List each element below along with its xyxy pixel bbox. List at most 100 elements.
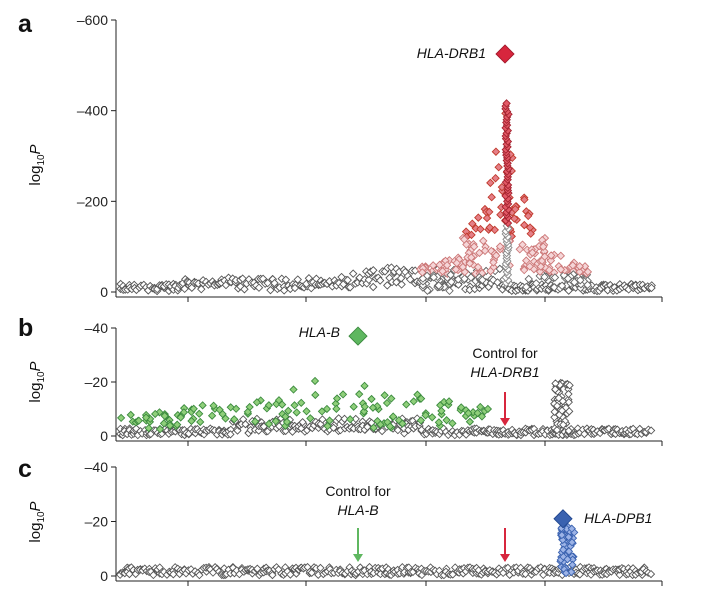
- snp-point: [195, 409, 204, 418]
- snp-point: [469, 242, 479, 251]
- snp-point: [369, 423, 378, 432]
- snp-point: [486, 178, 495, 188]
- snp-point: [428, 413, 437, 422]
- panel-a-points: [116, 44, 656, 296]
- snp-point: [417, 394, 426, 403]
- snp-point: [364, 275, 374, 285]
- snp-point: [551, 385, 560, 394]
- snp-point: [254, 283, 264, 292]
- svg-text:log10P: log10P: [27, 501, 47, 542]
- snp-point: [561, 568, 571, 578]
- snp-point: [539, 242, 548, 251]
- snp-point: [442, 260, 452, 270]
- snp-point: [418, 274, 428, 283]
- snp-point: [565, 381, 574, 390]
- snp-point: [332, 404, 341, 413]
- snp-point: [468, 219, 477, 228]
- snp-point: [511, 204, 520, 214]
- snp-point: [393, 425, 403, 435]
- ylabel-p: P: [27, 361, 44, 371]
- snp-point: [360, 402, 369, 411]
- snp-point: [306, 414, 315, 423]
- snp-point: [434, 418, 444, 427]
- y-tick-label: –20: [85, 514, 109, 530]
- snp-point: [252, 398, 262, 407]
- snp-point: [375, 276, 385, 285]
- snp-point: [524, 274, 533, 284]
- y-tick-label: –40: [85, 320, 109, 336]
- snp-point: [497, 182, 507, 192]
- snp-point: [132, 424, 141, 433]
- snp-point: [557, 406, 567, 415]
- snp-point: [437, 406, 446, 416]
- snp-point: [583, 267, 593, 277]
- snp-point: [535, 267, 545, 276]
- snp-point: [382, 398, 392, 408]
- snp-point: [389, 412, 398, 421]
- snp-point: [549, 283, 559, 292]
- snp-point: [338, 390, 348, 399]
- snp-point: [263, 278, 272, 288]
- panel-b-axes: –40 –20 0: [85, 320, 663, 446]
- snp-point: [368, 282, 378, 292]
- snp-point: [141, 413, 151, 422]
- panel-c-axes: –40 –20 0: [85, 459, 663, 586]
- ylabel-p: P: [27, 501, 44, 511]
- snp-point: [349, 402, 358, 411]
- snp-point: [525, 262, 534, 271]
- panel-letter-a: a: [18, 10, 33, 38]
- snp-point: [522, 282, 531, 292]
- snp-point: [564, 389, 573, 399]
- lead-snp-label-hla-b: HLA-B: [299, 324, 340, 340]
- snp-point: [189, 404, 198, 413]
- snp-point: [423, 286, 432, 295]
- snp-point: [160, 411, 169, 421]
- snp-point: [405, 275, 415, 284]
- snp-point: [233, 426, 242, 435]
- panel-a-axes: –600 –400 –200 0: [77, 12, 663, 302]
- snp-point: [317, 407, 327, 416]
- ylabel-base: log: [27, 166, 44, 186]
- snp-point: [264, 401, 274, 410]
- snp-point: [554, 393, 563, 403]
- snp-point: [520, 220, 529, 230]
- snp-point: [345, 283, 355, 292]
- snp-point: [523, 211, 533, 221]
- y-tick-label: 0: [100, 568, 108, 584]
- panel-b-y-axis-label: log10P: [27, 361, 47, 402]
- snp-point: [452, 258, 462, 268]
- snp-point: [281, 275, 291, 284]
- snp-point: [126, 410, 135, 420]
- snp-point: [489, 275, 498, 285]
- snp-point: [458, 262, 468, 272]
- snp-point: [159, 419, 169, 428]
- snp-point: [489, 258, 498, 267]
- snp-point: [556, 265, 566, 274]
- snp-point: [558, 535, 567, 545]
- snp-point: [494, 162, 503, 172]
- snp-point: [397, 280, 406, 289]
- snp-point: [387, 394, 396, 403]
- lead-snp-marker: [348, 326, 368, 346]
- snp-point: [151, 409, 160, 419]
- snp-point: [360, 381, 369, 390]
- snp-point: [557, 530, 567, 540]
- ylabel-base: log: [27, 383, 44, 403]
- snp-point: [323, 421, 332, 431]
- snp-point: [477, 412, 487, 421]
- y-tick-label: –600: [77, 12, 108, 28]
- snp-point: [557, 281, 567, 291]
- snp-point: [583, 280, 592, 290]
- snp-point: [256, 396, 265, 405]
- snp-point: [568, 560, 577, 570]
- lead-snp-label-hla-drb1: HLA-DRB1: [417, 45, 486, 61]
- snp-point: [480, 246, 490, 256]
- snp-point: [340, 414, 349, 423]
- snp-point: [467, 230, 476, 240]
- snp-point: [307, 568, 316, 577]
- snp-point: [380, 391, 389, 400]
- snp-point: [165, 421, 175, 430]
- snp-point: [196, 417, 205, 427]
- panel-a-y-axis-label: log10P: [27, 144, 47, 185]
- snp-point: [528, 248, 537, 257]
